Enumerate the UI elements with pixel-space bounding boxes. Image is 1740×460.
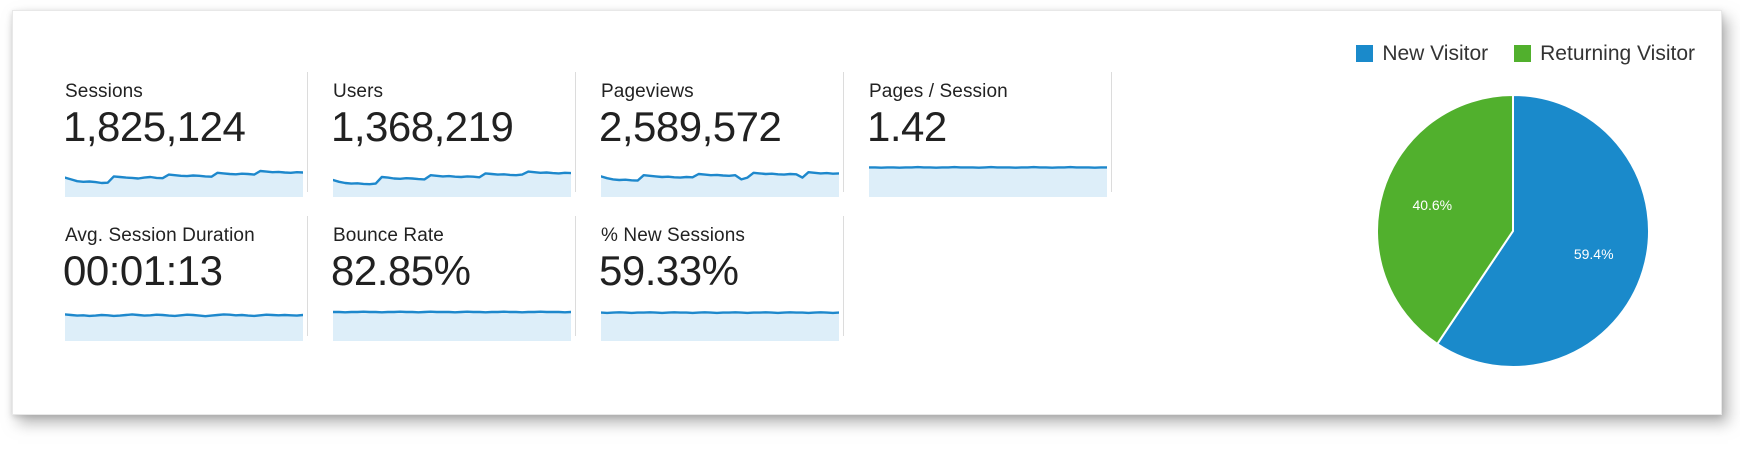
metric-card-users[interactable]: Users 1,368,219 bbox=[307, 59, 575, 204]
sparkline-chart bbox=[869, 163, 1107, 197]
legend-label: New Visitor bbox=[1382, 42, 1489, 65]
metric-label: Bounce Rate bbox=[333, 225, 444, 246]
metric-value: 59.33% bbox=[599, 247, 739, 294]
metric-label: Users bbox=[333, 81, 384, 102]
pie-graphic[interactable]: 59.4% 40.6% bbox=[1377, 95, 1649, 367]
dashboard-panel: Sessions 1,825,124 Users 1,368,219 Pagev… bbox=[12, 10, 1722, 415]
metric-label: Sessions bbox=[65, 81, 143, 102]
sparkline-chart bbox=[333, 307, 571, 341]
chart-legend: New Visitor Returning Visitor bbox=[1356, 43, 1695, 64]
metric-label: Avg. Session Duration bbox=[65, 225, 255, 246]
metric-card-avg-session-duration[interactable]: Avg. Session Duration 00:01:13 bbox=[39, 203, 307, 348]
svg-text:40.6%: 40.6% bbox=[1412, 197, 1452, 213]
sparkline-chart bbox=[65, 163, 303, 197]
legend-label: Returning Visitor bbox=[1540, 42, 1695, 65]
svg-text:59.4%: 59.4% bbox=[1574, 246, 1614, 262]
sparkline-chart bbox=[601, 163, 839, 197]
legend-swatch-icon bbox=[1356, 45, 1374, 62]
metric-label: % New Sessions bbox=[601, 225, 745, 246]
metric-card-percent-new-sessions[interactable]: % New Sessions 59.33% bbox=[575, 203, 844, 348]
metric-value: 1,368,219 bbox=[331, 103, 514, 150]
metric-value: 00:01:13 bbox=[63, 247, 223, 294]
legend-item-returning-visitor[interactable]: Returning Visitor bbox=[1514, 43, 1695, 64]
legend-item-new-visitor[interactable]: New Visitor bbox=[1356, 43, 1488, 64]
metric-row-bottom: Avg. Session Duration 00:01:13 Bounce Ra… bbox=[29, 203, 1239, 348]
metric-card-pages-per-session[interactable]: Pages / Session 1.42 bbox=[843, 59, 1112, 204]
metric-value: 2,589,572 bbox=[599, 103, 782, 150]
metric-label: Pages / Session bbox=[869, 81, 1008, 102]
metric-value: 82.85% bbox=[331, 247, 471, 294]
sparkline-chart bbox=[65, 307, 303, 341]
legend-swatch-icon bbox=[1514, 45, 1532, 62]
sparkline-chart bbox=[601, 307, 839, 341]
metric-card-sessions[interactable]: Sessions 1,825,124 bbox=[39, 59, 307, 204]
metric-card-pageviews[interactable]: Pageviews 2,589,572 bbox=[575, 59, 843, 204]
metric-card-bounce-rate[interactable]: Bounce Rate 82.85% bbox=[307, 203, 575, 348]
metrics-area: Sessions 1,825,124 Users 1,368,219 Pagev… bbox=[29, 51, 1239, 371]
metric-label: Pageviews bbox=[601, 81, 694, 102]
sparkline-chart bbox=[333, 163, 571, 197]
visitor-type-pie-chart: New Visitor Returning Visitor 59.4% 40.6% bbox=[1243, 29, 1713, 389]
metric-row-top: Sessions 1,825,124 Users 1,368,219 Pagev… bbox=[29, 59, 1239, 204]
metric-value: 1.42 bbox=[867, 103, 947, 150]
metric-value: 1,825,124 bbox=[63, 103, 246, 150]
